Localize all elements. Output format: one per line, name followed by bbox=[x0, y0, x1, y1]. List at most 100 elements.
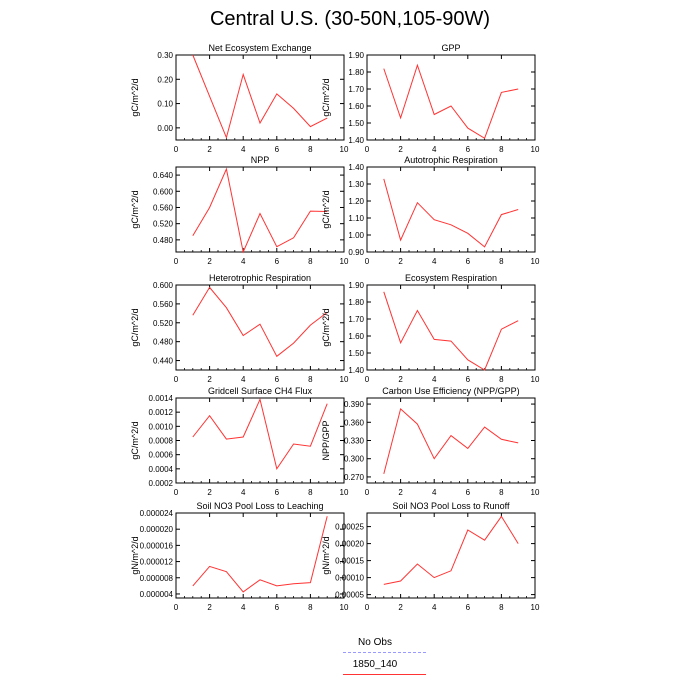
x-tick-label: 0 bbox=[365, 257, 370, 266]
y-tick-label: 0.000008 bbox=[140, 574, 174, 583]
x-tick-label: 4 bbox=[241, 603, 246, 612]
y-tick-label: 0.640 bbox=[153, 171, 174, 180]
x-tick-label: 10 bbox=[531, 488, 540, 497]
x-tick-label: 10 bbox=[531, 375, 540, 384]
plot-frame bbox=[175, 397, 345, 484]
y-axis-label: gN/m^2/d bbox=[130, 536, 140, 574]
y-tick-label: 0.270 bbox=[344, 473, 365, 482]
x-tick-label: 4 bbox=[241, 375, 246, 384]
y-tick-label: 0.560 bbox=[153, 300, 174, 309]
y-tick-label: 1.80 bbox=[348, 298, 364, 307]
x-tick-label: 6 bbox=[466, 375, 471, 384]
x-tick-label: 8 bbox=[308, 375, 313, 384]
y-axis-label: gC/m^2/d bbox=[130, 308, 140, 346]
y-tick-label: 0.00005 bbox=[335, 591, 364, 600]
x-tick-label: 2 bbox=[398, 375, 403, 384]
panel-1: Net Ecosystem Exchange gC/m^2/d 0 2 4 6 8 10 0.0… bbox=[130, 43, 349, 154]
x-tick-label: 2 bbox=[398, 257, 403, 266]
panel-3: NPP gC/m^2/d 0 2 4 6 8 10 0.480 0.520 0.560 0.600 0.… bbox=[130, 155, 349, 266]
panel-title: Net Ecosystem Exchange bbox=[208, 43, 311, 53]
series-line-1 bbox=[192, 167, 328, 254]
y-tick-label: 1.10 bbox=[348, 214, 364, 223]
y-tick-label: 0.0006 bbox=[149, 451, 174, 460]
x-tick-label: 2 bbox=[398, 488, 403, 497]
y-tick-label: 0.330 bbox=[344, 437, 365, 446]
x-tick-label: 4 bbox=[241, 257, 246, 266]
panel-title: Carbon Use Efficiency (NPP/GPP) bbox=[382, 386, 519, 396]
x-tick-label: 6 bbox=[466, 145, 471, 154]
x-tick-label: 6 bbox=[275, 145, 280, 154]
panel-7: Gridcell Surface CH4 Flux gC/m^2/d 0 2 4 6 8 10… bbox=[130, 386, 349, 497]
y-tick-label: 0.520 bbox=[153, 319, 174, 328]
y-tick-label: 0.000004 bbox=[140, 590, 174, 599]
x-tick-label: 0 bbox=[365, 375, 370, 384]
x-tick-label: 0 bbox=[365, 145, 370, 154]
y-tick-label: 1.60 bbox=[348, 102, 364, 111]
y-tick-label: 0.0014 bbox=[149, 394, 174, 403]
y-tick-label: 1.50 bbox=[348, 349, 364, 358]
y-tick-label: 0.480 bbox=[153, 338, 174, 347]
x-tick-label: 2 bbox=[207, 603, 212, 612]
x-tick-label: 10 bbox=[531, 145, 540, 154]
x-tick-label: 10 bbox=[340, 375, 349, 384]
panel-title: Gridcell Surface CH4 Flux bbox=[208, 386, 313, 396]
x-tick-label: 6 bbox=[466, 488, 471, 497]
y-tick-label: 0.480 bbox=[153, 236, 174, 245]
series-line-1 bbox=[383, 291, 519, 371]
plot-frame bbox=[366, 284, 536, 371]
y-tick-label: 1.00 bbox=[348, 231, 364, 240]
y-tick-label: 1.40 bbox=[348, 366, 364, 375]
y-tick-label: 1.60 bbox=[348, 332, 364, 341]
y-tick-label: 0.00020 bbox=[335, 540, 364, 549]
x-tick-label: 4 bbox=[432, 375, 437, 384]
x-tick-label: 4 bbox=[432, 145, 437, 154]
plot-frame bbox=[366, 54, 536, 141]
y-tick-label: 1.50 bbox=[348, 119, 364, 128]
y-axis-label: gN/m^2/d bbox=[321, 536, 331, 574]
panel-title: Autotrophic Respiration bbox=[404, 155, 498, 165]
plot-frame bbox=[366, 512, 536, 599]
x-tick-label: 10 bbox=[531, 257, 540, 266]
legend-label-no-obs: No Obs bbox=[358, 637, 392, 648]
panel-5: Heterotrophic Respiration gC/m^2/d 0 2 4 6 8 10… bbox=[130, 273, 349, 384]
x-tick-label: 0 bbox=[365, 603, 370, 612]
panel-9: Soil NO3 Pool Loss to Leaching gN/m^2/d 0 2… bbox=[130, 501, 349, 612]
y-tick-label: 0.000012 bbox=[140, 558, 174, 567]
plot-frame bbox=[175, 54, 345, 141]
x-tick-label: 10 bbox=[531, 603, 540, 612]
y-axis-label: gC/m^2/d bbox=[321, 190, 331, 228]
x-tick-label: 0 bbox=[174, 488, 179, 497]
x-tick-label: 4 bbox=[241, 145, 246, 154]
y-tick-label: 1.40 bbox=[348, 163, 364, 172]
panel-10: Soil NO3 Pool Loss to Runoff gN/m^2/d 0 2 4 6… bbox=[321, 501, 540, 612]
y-tick-label: 0.00 bbox=[157, 124, 173, 133]
y-axis-label: gC/m^2/d bbox=[321, 308, 331, 346]
y-tick-label: 0.20 bbox=[157, 75, 173, 84]
x-tick-label: 6 bbox=[275, 488, 280, 497]
x-tick-label: 8 bbox=[308, 145, 313, 154]
x-tick-label: 2 bbox=[398, 145, 403, 154]
x-tick-label: 8 bbox=[499, 488, 504, 497]
x-tick-label: 0 bbox=[174, 257, 179, 266]
y-tick-label: 0.30 bbox=[157, 51, 173, 60]
x-tick-label: 8 bbox=[308, 603, 313, 612]
x-tick-label: 4 bbox=[432, 603, 437, 612]
series-line-1 bbox=[192, 286, 328, 358]
x-tick-label: 2 bbox=[398, 603, 403, 612]
y-tick-label: 0.360 bbox=[344, 418, 365, 427]
x-tick-label: 8 bbox=[499, 603, 504, 612]
x-tick-label: 2 bbox=[207, 375, 212, 384]
x-tick-label: 8 bbox=[308, 488, 313, 497]
y-tick-label: 1.20 bbox=[348, 197, 364, 206]
plot-frame bbox=[175, 284, 345, 371]
x-tick-label: 6 bbox=[275, 375, 280, 384]
legend-line-1850-140 bbox=[343, 674, 426, 675]
panel-title: Soil NO3 Pool Loss to Runoff bbox=[393, 501, 510, 511]
y-tick-label: 0.0012 bbox=[149, 408, 174, 417]
legend-label-1850-140: 1850_140 bbox=[352, 659, 398, 670]
y-tick-label: 0.10 bbox=[157, 100, 173, 109]
x-tick-label: 10 bbox=[340, 488, 349, 497]
x-tick-label: 0 bbox=[365, 488, 370, 497]
y-tick-label: 0.0008 bbox=[149, 437, 174, 446]
y-tick-label: 0.0002 bbox=[149, 479, 174, 488]
